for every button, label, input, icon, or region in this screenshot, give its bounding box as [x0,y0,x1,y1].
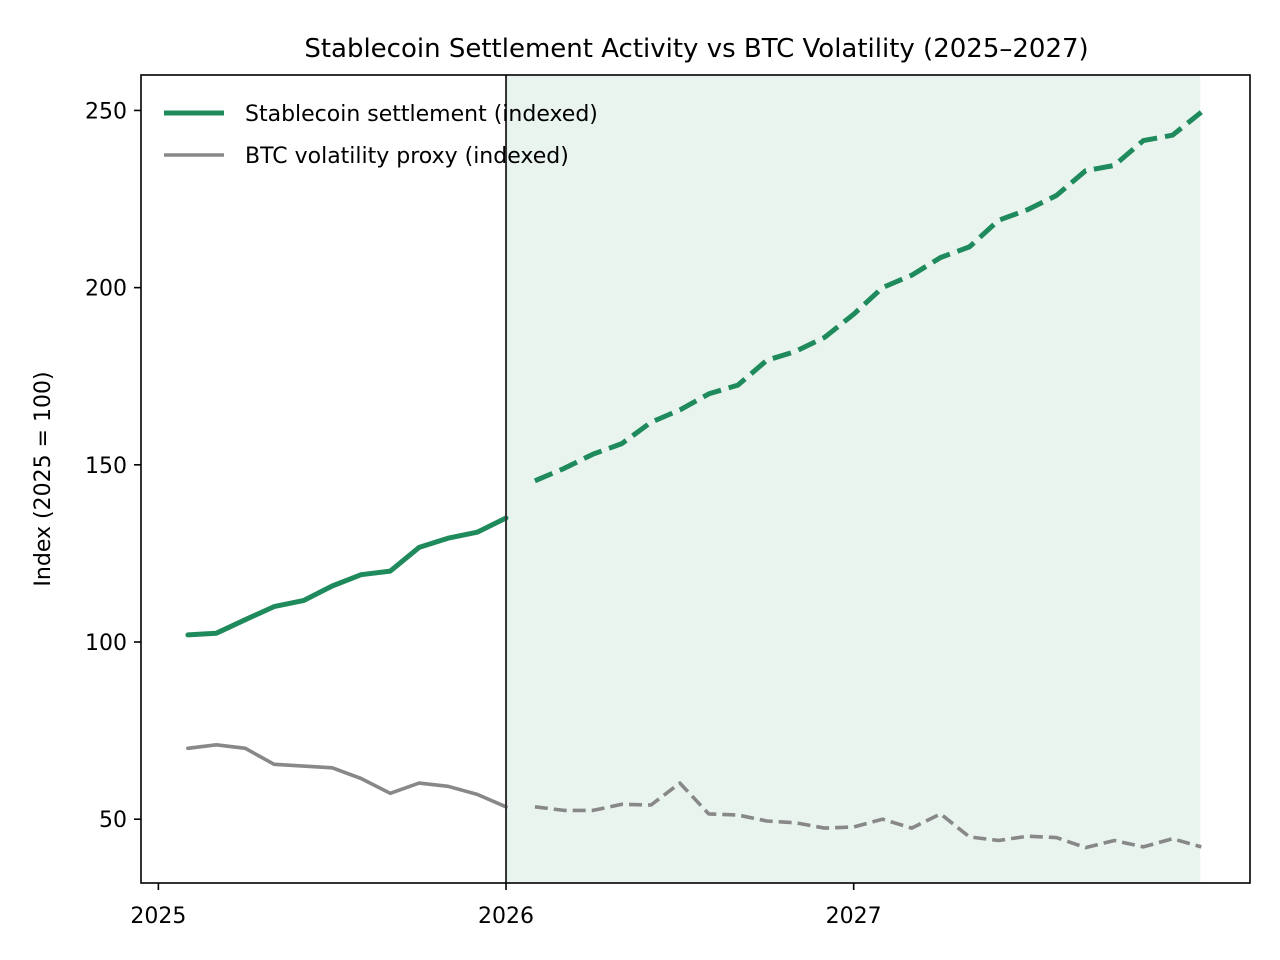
y-axis: 50 100 150 200 250 [85,99,141,833]
series-layer [185,110,1203,850]
x-tick-label: 2025 [130,904,186,929]
legend-label-btc-volatility: BTC volatility proxy (indexed) [245,144,569,169]
x-axis: 2025 2026 2027 [130,883,882,929]
y-tick-label: 250 [85,99,127,124]
stablecoin-historical-line [185,515,509,638]
legend-label-stablecoin: Stablecoin settlement (indexed) [245,102,598,127]
y-tick-label: 150 [85,454,127,479]
y-axis-label: Index (2025 = 100) [31,371,56,586]
btc-volatility-forecast-line [534,781,1202,850]
y-tick-label: 200 [85,277,127,302]
forecast-shaded-region [506,75,1201,883]
stablecoin-forecast-line [533,110,1203,484]
btc-volatility-historical-line [186,742,508,809]
legend: Stablecoin settlement (indexed) BTC volat… [164,102,598,169]
y-tick-label: 100 [85,631,127,656]
x-tick-label: 2027 [826,904,882,929]
axes-frame [140,74,1251,884]
x-tick-label: 2026 [478,904,534,929]
y-tick-label: 50 [99,808,127,833]
chart-title: Stablecoin Settlement Activity vs BTC Vo… [304,34,1088,64]
